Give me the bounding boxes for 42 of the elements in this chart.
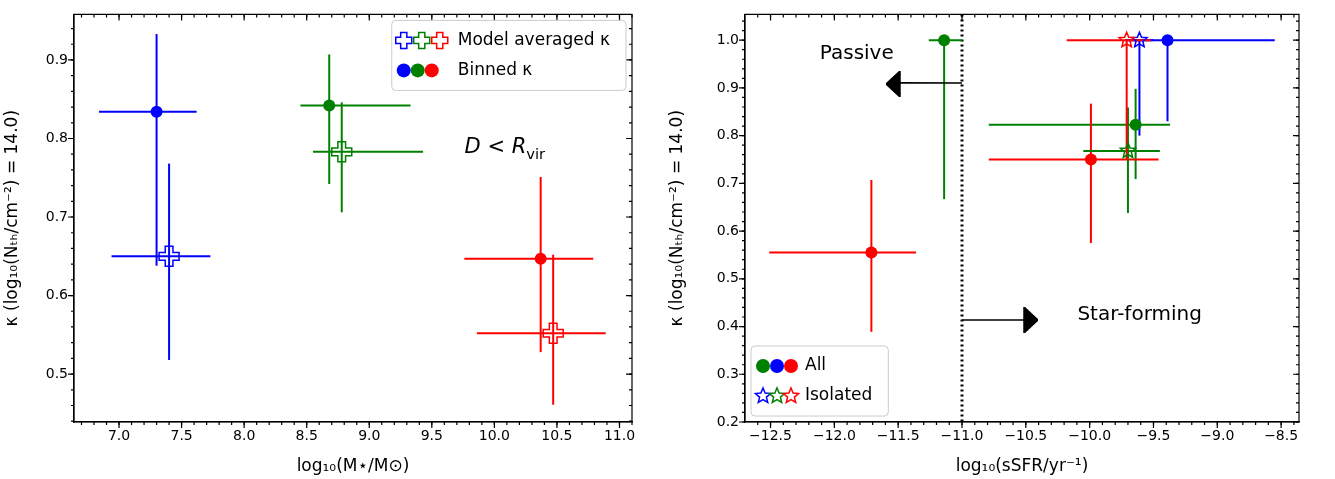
x-tick-label: 10.5 bbox=[541, 427, 573, 444]
y-tick-label: 0.8 bbox=[45, 129, 68, 146]
x-tick-label: −10.0 bbox=[1068, 427, 1112, 444]
x-tick-label: 8.0 bbox=[233, 427, 256, 444]
x-tick-label: 8.5 bbox=[295, 427, 318, 444]
legend-label: Binned κ bbox=[457, 58, 533, 79]
legend-label: Model averaged κ bbox=[457, 28, 611, 49]
annotation: Star-forming bbox=[1077, 301, 1202, 326]
x-tick-label: −11.5 bbox=[876, 427, 920, 444]
x-tick-label: −10.5 bbox=[1004, 427, 1048, 444]
y-tick-label: 0.4 bbox=[716, 317, 740, 334]
legend-label: Isolated bbox=[805, 384, 873, 405]
y-axis-title: κ (log₁₀(Nₜₕ/cm⁻²) = 14.0) bbox=[0, 109, 21, 327]
x-tick-label: −9.5 bbox=[1136, 427, 1171, 444]
y-tick-label: 0.6 bbox=[716, 221, 740, 238]
y-tick-label: 0.6 bbox=[45, 286, 69, 303]
x-tick-label: 9.5 bbox=[420, 427, 443, 444]
x-tick-label: 7.5 bbox=[170, 427, 193, 444]
y-tick-label: 0.9 bbox=[716, 78, 739, 95]
x-axis-title: log₁₀(sSFR/yr⁻¹) bbox=[955, 455, 1089, 476]
y-tick-label: 0.7 bbox=[716, 174, 739, 190]
x-tick-label: −12.5 bbox=[749, 427, 792, 444]
y-axis-title: κ (log₁₀(Nₜₕ/cm⁻²) = 14.0) bbox=[665, 109, 686, 327]
y-tick-label: 0.3 bbox=[716, 364, 739, 381]
y-tick-label: 0.2 bbox=[716, 412, 739, 429]
x-tick-label: −11.0 bbox=[940, 427, 984, 444]
x-tick-label: 9.0 bbox=[358, 427, 381, 444]
annotation: Passive bbox=[819, 40, 894, 65]
y-tick-label: 0.9 bbox=[45, 50, 68, 67]
x-tick-label: 7.0 bbox=[107, 427, 131, 444]
y-tick-label: 0.8 bbox=[716, 126, 739, 143]
y-tick-label: 0.5 bbox=[716, 269, 739, 286]
y-tick-label: 0.5 bbox=[45, 364, 68, 381]
x-tick-label: −8.5 bbox=[1264, 427, 1299, 444]
legend-label: All bbox=[805, 354, 827, 375]
y-tick-label: 0.7 bbox=[45, 207, 68, 224]
x-axis-title: log₁₀(M⋆/M⊙) bbox=[296, 455, 410, 476]
y-tick-label: 1.0 bbox=[716, 30, 739, 47]
x-tick-label: −9.0 bbox=[1200, 427, 1235, 444]
x-tick-label: −12.0 bbox=[812, 427, 856, 444]
x-tick-label: 11.0 bbox=[603, 427, 636, 444]
x-tick-label: 10.0 bbox=[478, 427, 510, 444]
